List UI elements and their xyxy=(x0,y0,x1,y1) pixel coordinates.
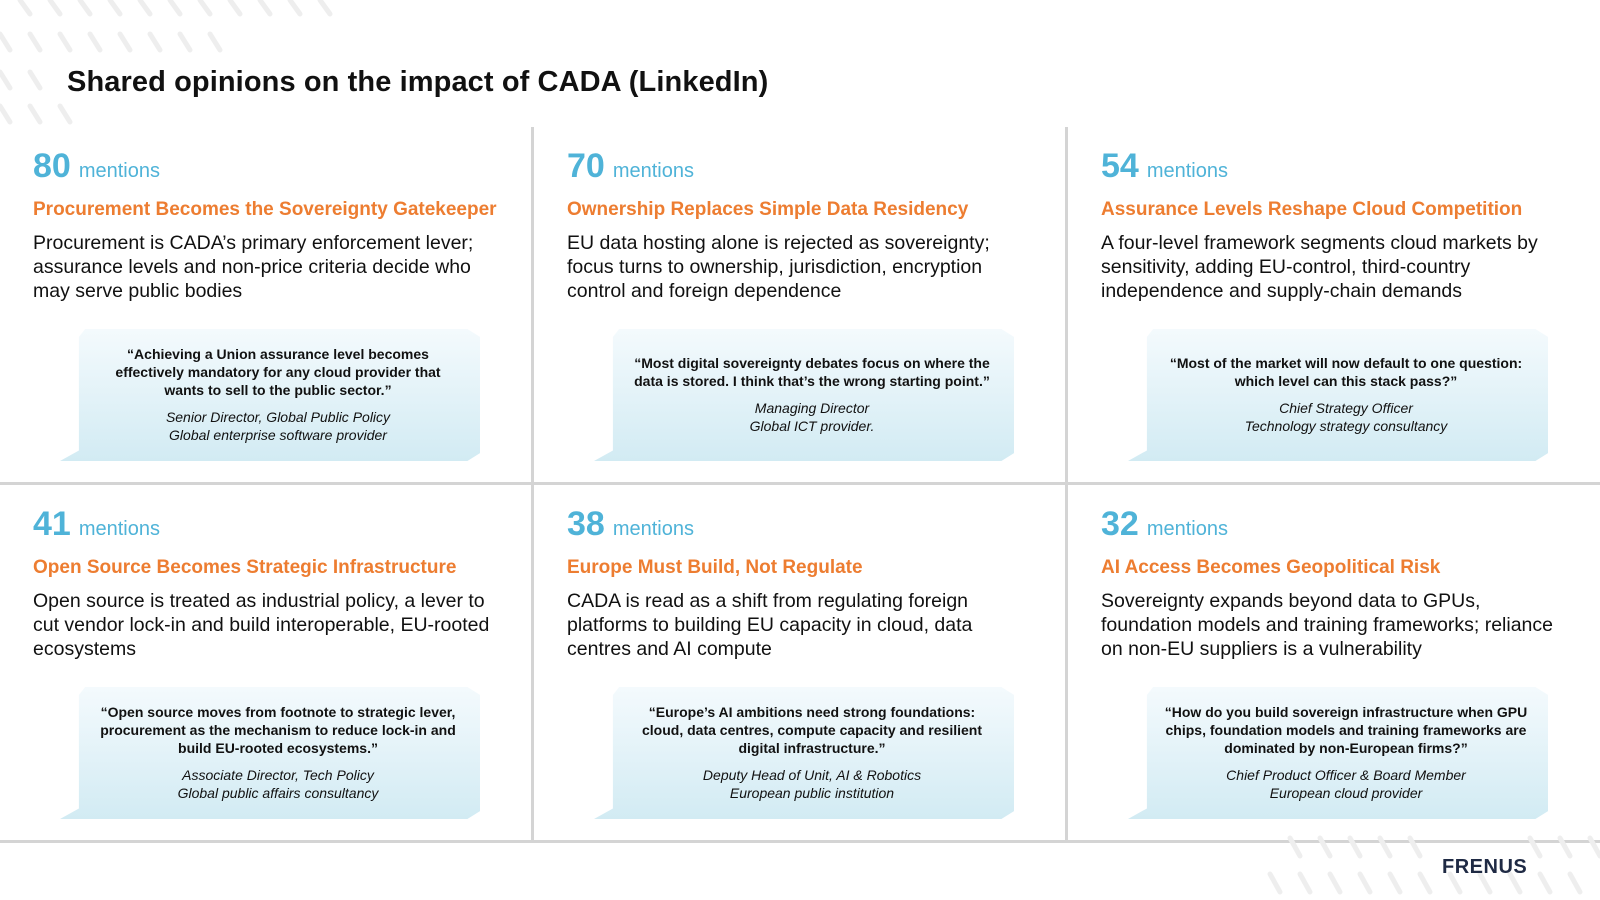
attribution-role: Chief Product Officer & Board Member xyxy=(1226,766,1466,783)
card-body: Open source is treated as industrial pol… xyxy=(33,590,490,660)
quote-attribution: Managing Director Global ICT provider. xyxy=(750,399,875,435)
quote-bubble: “Most digital sovereignty debates focus … xyxy=(594,329,1014,461)
quote-bubble: “Most of the market will now default to … xyxy=(1128,329,1548,461)
card-body: CADA is read as a shift from regulating … xyxy=(567,590,973,660)
attribution-org: European cloud provider xyxy=(1269,784,1423,801)
mention-count-row: 80 mentions xyxy=(33,147,511,187)
attribution-org: European public institution xyxy=(729,784,895,801)
card-body: Procurement is CADA’s primary enforcemen… xyxy=(33,232,474,302)
quote-text: “Europe’s AI ambitions need strong found… xyxy=(642,703,982,756)
mention-unit: mentions xyxy=(612,518,694,540)
mention-count: 70 xyxy=(567,147,605,185)
card-body: Sovereignty expands beyond data to GPUs,… xyxy=(1101,590,1553,660)
quote-attribution: Associate Director, Tech Policy Global p… xyxy=(178,766,379,802)
decorative-stripes-top xyxy=(0,0,333,125)
mention-count: 41 xyxy=(33,505,71,543)
card-body: A four-level framework segments cloud ma… xyxy=(1101,232,1538,302)
mention-count-row: 70 mentions xyxy=(567,147,1045,187)
mention-count-row: 41 mentions xyxy=(33,505,511,545)
attribution-org: Global ICT provider. xyxy=(749,417,875,434)
mention-unit: mentions xyxy=(78,518,160,540)
attribution-role: Chief Strategy Officer xyxy=(1279,399,1413,416)
opinion-card: 38 mentions Europe Must Build, Not Regul… xyxy=(534,485,1068,843)
quote-bubble: “Achieving a Union assurance level becom… xyxy=(60,329,480,461)
card-headline: Open Source Becomes Strategic Infrastruc… xyxy=(33,557,457,578)
mention-count: 80 xyxy=(33,147,71,185)
attribution-org: Global public affairs consultancy xyxy=(177,784,379,801)
mention-count: 54 xyxy=(1101,147,1139,185)
quote-text: “Most of the market will now default to … xyxy=(1169,354,1523,389)
quote-bubble: “How do you build sovereign infrastructu… xyxy=(1128,687,1548,819)
attribution-org: Global enterprise software provider xyxy=(169,426,387,443)
opinion-grid: 80 mentions Procurement Becomes the Sove… xyxy=(0,127,1600,843)
quote-attribution: Chief Strategy Officer Technology strate… xyxy=(1245,399,1448,435)
card-headline: AI Access Becomes Geopolitical Risk xyxy=(1101,557,1441,578)
quote-text: “Most digital sovereignty debates focus … xyxy=(634,354,990,389)
opinion-card: 54 mentions Assurance Levels Reshape Clo… xyxy=(1068,127,1600,485)
mention-count: 38 xyxy=(567,505,605,543)
mention-unit: mentions xyxy=(1146,160,1228,182)
mention-count-row: 38 mentions xyxy=(567,505,1045,545)
quote-attribution: Chief Product Officer & Board Member Eur… xyxy=(1226,766,1466,802)
opinion-card: 80 mentions Procurement Becomes the Sove… xyxy=(0,127,534,485)
attribution-role: Managing Director xyxy=(754,399,870,416)
mention-count-row: 32 mentions xyxy=(1101,505,1580,545)
mention-count: 32 xyxy=(1101,505,1139,543)
quote-text: “Achieving a Union assurance level becom… xyxy=(115,345,441,398)
quote-bubble: “Europe’s AI ambitions need strong found… xyxy=(594,687,1014,819)
opinion-card: 70 mentions Ownership Replaces Simple Da… xyxy=(534,127,1068,485)
card-headline: Assurance Levels Reshape Cloud Competiti… xyxy=(1101,199,1523,220)
card-headline: Ownership Replaces Simple Data Residency xyxy=(567,199,969,220)
attribution-role: Senior Director, Global Public Policy xyxy=(165,408,391,425)
quote-text: “How do you build sovereign infrastructu… xyxy=(1164,703,1528,756)
attribution-role: Associate Director, Tech Policy xyxy=(182,766,374,783)
page-title: Shared opinions on the impact of CADA (L… xyxy=(67,66,769,98)
quote-attribution: Senior Director, Global Public Policy Gl… xyxy=(166,408,390,444)
card-body: EU data hosting alone is rejected as sov… xyxy=(567,232,990,302)
quote-bubble: “Open source moves from footnote to stra… xyxy=(60,687,480,819)
card-headline: Europe Must Build, Not Regulate xyxy=(567,557,863,578)
quote-text: “Open source moves from footnote to stra… xyxy=(100,703,456,756)
card-headline: Procurement Becomes the Sovereignty Gate… xyxy=(33,199,497,220)
attribution-org: Technology strategy consultancy xyxy=(1244,417,1448,434)
attribution-role: Deputy Head of Unit, AI & Robotics xyxy=(702,766,922,783)
opinion-card: 32 mentions AI Access Becomes Geopolitic… xyxy=(1068,485,1600,843)
mention-count-row: 54 mentions xyxy=(1101,147,1580,187)
mention-unit: mentions xyxy=(1146,518,1228,540)
quote-attribution: Deputy Head of Unit, AI & Robotics Europ… xyxy=(703,766,921,802)
mention-unit: mentions xyxy=(612,160,694,182)
opinion-card: 41 mentions Open Source Becomes Strategi… xyxy=(0,485,534,843)
mention-unit: mentions xyxy=(78,160,160,182)
frenus-logo: FRENUS xyxy=(1442,856,1528,878)
